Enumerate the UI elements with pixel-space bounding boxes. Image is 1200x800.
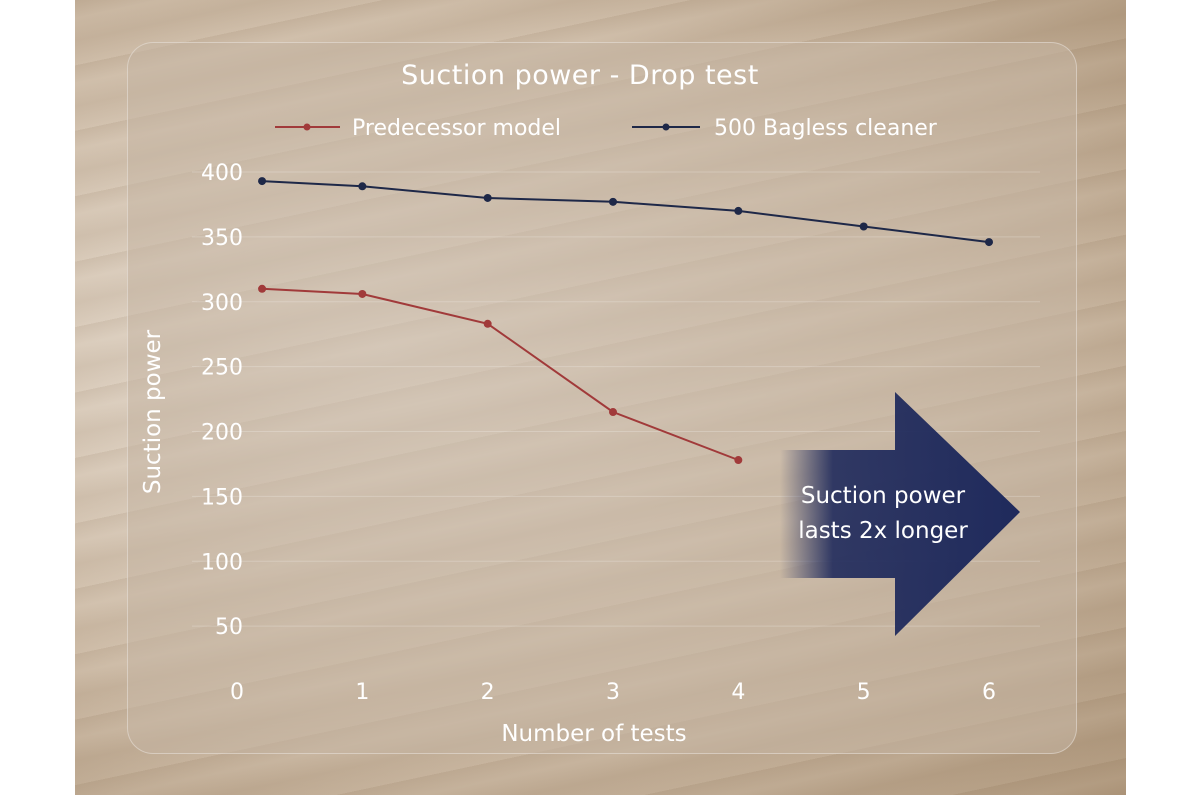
callout-line-1: Suction power: [801, 483, 966, 509]
y-tick-label: 100: [201, 550, 243, 575]
y-axis-label: Suction power: [140, 329, 166, 494]
y-tick-label: 300: [201, 291, 243, 316]
x-axis-label: Number of tests: [501, 721, 686, 747]
legend-label-bagless: 500 Bagless cleaner: [714, 116, 938, 141]
x-tick-label: 1: [355, 680, 369, 705]
callout-line-2: lasts 2x longer: [798, 518, 968, 544]
data-point-series-1: [734, 206, 743, 215]
x-tick-label: 6: [982, 680, 996, 705]
y-tick-label: 200: [201, 421, 243, 446]
data-point-series-0: [358, 289, 367, 298]
callout: Suction power lasts 2x longer: [780, 392, 1020, 636]
y-axis-ticks: 50 100 150 200 250 300 350 400: [201, 161, 243, 640]
data-point-series-0: [258, 284, 267, 293]
y-tick-label: 400: [201, 161, 243, 186]
series-line-1: [262, 180, 990, 244]
chart-title: Suction power - Drop test: [401, 60, 759, 91]
data-point-series-1: [483, 193, 492, 202]
legend-marker-predecessor: [303, 123, 311, 131]
y-tick-label: 50: [215, 615, 243, 640]
x-tick-label: 2: [481, 680, 495, 705]
data-point-series-1: [859, 222, 868, 231]
legend: Predecessor model 500 Bagless cleaner: [275, 116, 938, 141]
series: [258, 177, 993, 465]
y-tick-label: 150: [201, 485, 243, 510]
chart-panel: [127, 42, 1077, 754]
x-tick-label: 3: [606, 680, 620, 705]
data-point-series-1: [609, 197, 617, 206]
x-axis-ticks: 0 1 2 3 4 5 6: [230, 680, 996, 705]
legend-label-predecessor: Predecessor model: [352, 116, 561, 141]
x-tick-label: 5: [857, 680, 871, 705]
data-point-series-0: [734, 456, 743, 465]
data-point-series-1: [985, 238, 993, 247]
data-point-series-0: [483, 319, 492, 328]
data-point-series-0: [609, 408, 617, 417]
series-line-0: [262, 287, 739, 461]
callout-arrow: [780, 392, 1020, 636]
data-point-series-1: [358, 182, 367, 191]
y-tick-label: 350: [201, 226, 243, 251]
data-point-series-1: [258, 177, 267, 186]
legend-marker-bagless: [662, 123, 670, 131]
x-tick-label: 4: [731, 680, 745, 705]
y-tick-label: 250: [201, 356, 243, 381]
x-tick-label: 0: [230, 680, 244, 705]
